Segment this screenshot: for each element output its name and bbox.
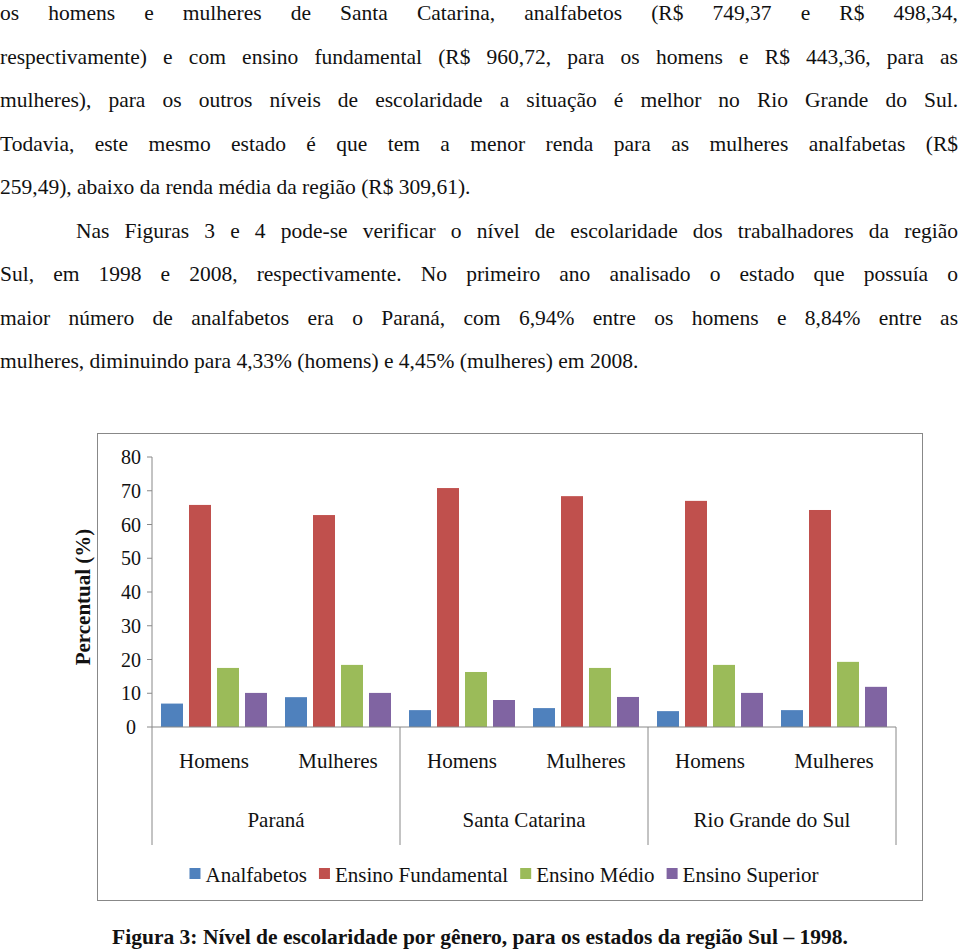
- y-tick-label: 70: [121, 480, 141, 502]
- legend-swatch: [667, 868, 678, 879]
- x-tick-label: Homens: [427, 749, 497, 773]
- bar: [685, 501, 707, 727]
- y-tick: [147, 490, 152, 491]
- y-tick: [147, 592, 152, 593]
- y-tick-label: 60: [121, 514, 141, 536]
- group-label: Paraná: [247, 808, 305, 832]
- legend: Analfabetos Ensino Fundamental Ensino Médi…: [189, 863, 818, 887]
- bar: [589, 668, 611, 727]
- bar: [189, 505, 211, 727]
- bar: [493, 700, 515, 727]
- bar: [465, 672, 487, 727]
- y-tick-label: 20: [121, 649, 141, 671]
- bar: [617, 697, 639, 727]
- y-tick-label: 40: [121, 581, 141, 603]
- group-separator: [152, 727, 153, 845]
- y-tick: [147, 558, 152, 559]
- x-tick-label: Mulheres: [298, 749, 377, 773]
- figure-caption: Figura 3: Nível de escolaridade por gêne…: [112, 925, 848, 949]
- y-tick: [147, 693, 152, 694]
- x-axis: [152, 727, 896, 728]
- y-tick: [147, 727, 152, 728]
- text-line: 259,49), abaixo da renda média da região…: [0, 174, 958, 200]
- bar: [713, 665, 735, 727]
- y-tick-label: 30: [121, 615, 141, 637]
- group-label: Santa Catarina: [462, 808, 586, 832]
- legend-swatch: [520, 868, 531, 879]
- bar: [369, 693, 391, 727]
- bar: [341, 665, 363, 727]
- legend-label: Ensino Fundamental: [335, 863, 508, 887]
- y-tick: [147, 625, 152, 626]
- bar: [809, 510, 831, 727]
- legend-label: Ensino Médio: [536, 863, 654, 887]
- bar: [285, 697, 307, 727]
- legend-swatch: [319, 868, 330, 879]
- x-tick-label: Homens: [675, 749, 745, 773]
- bar: [409, 710, 431, 727]
- bar: [245, 693, 267, 727]
- bar: [561, 496, 583, 727]
- text-line: mulheres), para os outros níveis de esco…: [0, 87, 958, 113]
- bar: [161, 704, 183, 727]
- bar: [741, 693, 763, 727]
- x-tick-label: Mulheres: [794, 749, 873, 773]
- group-separator: [648, 727, 649, 845]
- legend-swatch: [189, 868, 200, 879]
- y-tick-label: 0: [126, 716, 136, 738]
- bar: [437, 488, 459, 727]
- bars: [161, 488, 887, 727]
- x-tick-label: Homens: [179, 749, 249, 773]
- y-tick: [147, 457, 152, 458]
- y-axis-label: Percentual (%): [71, 529, 95, 666]
- legend-label: Ensino Superior: [683, 863, 819, 887]
- y-tick-label: 10: [121, 682, 141, 704]
- bar: [533, 708, 555, 727]
- legend-label: Analfabetos: [205, 863, 306, 887]
- group-separator: [896, 727, 897, 845]
- text-line: Todavia, este mesmo estado é que tem a m…: [0, 131, 958, 157]
- bar: [313, 515, 335, 727]
- text-line: maior número de analfabetos era o Paraná…: [0, 305, 958, 331]
- text-line: Sul, em 1998 e 2008, respectivamente. No…: [0, 261, 958, 287]
- bar: [865, 687, 887, 727]
- bar: [781, 710, 803, 727]
- y-tick-label: 80: [121, 446, 141, 468]
- y-tick-label: 50: [121, 547, 141, 569]
- bar: [837, 662, 859, 727]
- y-tick: [147, 659, 152, 660]
- y-axis: [152, 457, 153, 727]
- text-line: os homens e mulheres de Santa Catarina, …: [0, 0, 958, 26]
- text-line: Nas Figuras 3 e 4 pode-se verificar o ní…: [0, 218, 958, 244]
- chart-frame: [98, 434, 923, 901]
- bar: [217, 668, 239, 727]
- group-label: Rio Grande do Sul: [694, 808, 851, 832]
- chart: 0 10 20 30 40 50 60 70 80 Percentual (%) Homens Mul…: [0, 0, 960, 952]
- text-line: respectivamente) e com ensino fundamenta…: [0, 44, 958, 70]
- x-tick-label: Mulheres: [546, 749, 625, 773]
- bar: [657, 711, 679, 727]
- y-tick: [147, 524, 152, 525]
- group-separator: [400, 727, 401, 845]
- text-line: mulheres, diminuindo para 4,33% (homens)…: [0, 348, 958, 374]
